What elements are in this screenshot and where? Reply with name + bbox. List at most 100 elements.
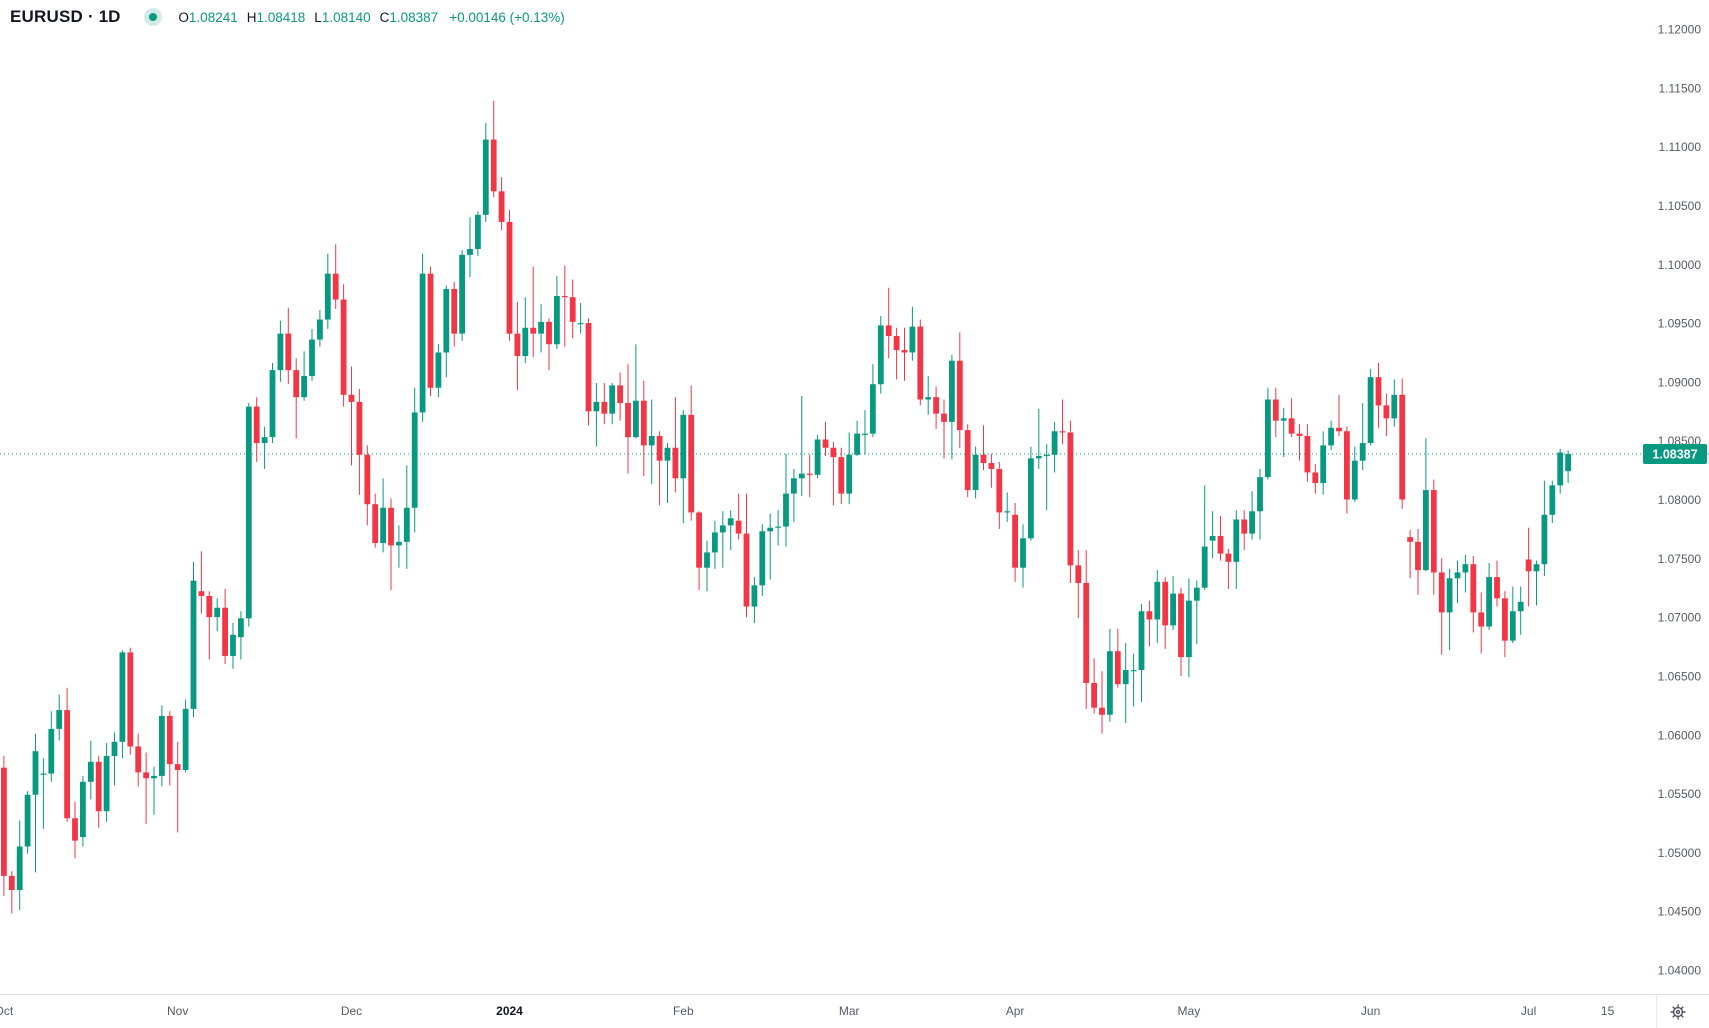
candle[interactable] (166, 711, 173, 786)
candle[interactable] (862, 410, 868, 455)
candle[interactable] (324, 253, 331, 329)
candle[interactable] (261, 426, 268, 469)
candle[interactable] (159, 705, 165, 787)
candle[interactable] (1557, 448, 1564, 494)
candle[interactable] (656, 431, 663, 506)
candle[interactable] (56, 694, 63, 741)
candle[interactable] (751, 577, 758, 624)
candle[interactable] (356, 388, 363, 495)
candle[interactable] (1201, 485, 1208, 591)
candle[interactable] (822, 421, 829, 456)
candle[interactable] (727, 510, 734, 551)
candle[interactable] (1517, 586, 1524, 635)
candle[interactable] (174, 741, 181, 833)
candle[interactable] (506, 210, 513, 341)
candle[interactable] (688, 385, 695, 521)
candle[interactable] (498, 177, 505, 231)
candle[interactable] (269, 363, 276, 444)
candle[interactable] (719, 511, 726, 568)
candle[interactable] (1430, 479, 1437, 595)
candle[interactable] (459, 250, 465, 341)
candle[interactable] (1233, 510, 1240, 589)
candle[interactable] (64, 687, 70, 822)
candle[interactable] (253, 397, 260, 462)
candle[interactable] (664, 443, 671, 504)
candle[interactable] (411, 387, 418, 533)
candle[interactable] (87, 740, 94, 800)
symbol-title[interactable]: EURUSD (10, 7, 83, 26)
candle[interactable] (301, 351, 307, 401)
candle[interactable] (648, 399, 655, 485)
candle[interactable] (893, 327, 900, 380)
candle[interactable] (909, 306, 916, 361)
candle[interactable] (767, 513, 774, 580)
candle[interactable] (585, 318, 592, 426)
candle[interactable] (451, 281, 458, 347)
candle[interactable] (48, 711, 55, 782)
candle[interactable] (1344, 426, 1350, 514)
candle[interactable] (672, 397, 679, 493)
candle[interactable] (1280, 407, 1287, 458)
candle[interactable] (877, 316, 884, 394)
symbol-row[interactable]: EURUSD · 1D (10, 7, 120, 27)
candle[interactable] (530, 266, 537, 358)
candle[interactable] (870, 364, 876, 438)
candle[interactable] (1114, 628, 1121, 688)
candle[interactable] (475, 211, 481, 257)
candle[interactable] (1138, 604, 1145, 702)
candle[interactable] (1494, 560, 1500, 607)
candle[interactable] (380, 478, 386, 553)
candle[interactable] (1209, 511, 1216, 559)
candle[interactable] (198, 551, 205, 614)
candle[interactable] (1509, 586, 1516, 644)
candle[interactable] (1146, 600, 1153, 647)
candle[interactable] (80, 775, 86, 847)
candle[interactable] (143, 752, 149, 825)
candle[interactable] (925, 375, 932, 415)
candle[interactable] (791, 468, 797, 522)
candle[interactable] (245, 403, 252, 627)
candle[interactable] (783, 453, 789, 547)
candle[interactable] (546, 318, 552, 371)
candle[interactable] (609, 383, 616, 425)
candle[interactable] (775, 510, 781, 546)
candle[interactable] (1336, 394, 1342, 436)
candle[interactable] (854, 420, 860, 456)
candle[interactable] (917, 319, 924, 406)
candle[interactable] (1225, 548, 1232, 589)
candle[interactable] (1075, 550, 1082, 619)
candle[interactable] (996, 461, 1003, 529)
candle[interactable] (1241, 510, 1248, 551)
candle[interactable] (980, 425, 987, 471)
candle[interactable] (32, 733, 39, 873)
candle[interactable] (1012, 503, 1018, 582)
candle[interactable] (182, 699, 189, 773)
candle[interactable] (640, 380, 647, 476)
candle[interactable] (885, 287, 892, 359)
candle[interactable] (522, 297, 529, 364)
candle[interactable] (111, 732, 118, 786)
candle[interactable] (554, 276, 560, 349)
candle[interactable] (1446, 568, 1453, 651)
candle[interactable] (127, 647, 134, 755)
candle[interactable] (743, 493, 750, 618)
candle[interactable] (696, 511, 702, 591)
candle[interactable] (332, 244, 339, 309)
candle[interactable] (1162, 577, 1169, 649)
candle[interactable] (1051, 421, 1058, 473)
candle[interactable] (1122, 643, 1129, 723)
price-axis[interactable] (1645, 0, 1709, 994)
candle[interactable] (1502, 591, 1508, 658)
candle[interactable] (238, 611, 244, 660)
candle[interactable] (340, 284, 347, 407)
candle[interactable] (1415, 528, 1421, 595)
candle[interactable] (309, 328, 315, 381)
candle[interactable] (1351, 446, 1358, 502)
candle[interactable] (1272, 387, 1279, 438)
candle[interactable] (293, 358, 300, 439)
candle[interactable] (1020, 524, 1026, 588)
candle[interactable] (1478, 592, 1485, 654)
candle[interactable] (806, 454, 813, 498)
candle[interactable] (1367, 368, 1374, 446)
candle[interactable] (838, 447, 845, 505)
